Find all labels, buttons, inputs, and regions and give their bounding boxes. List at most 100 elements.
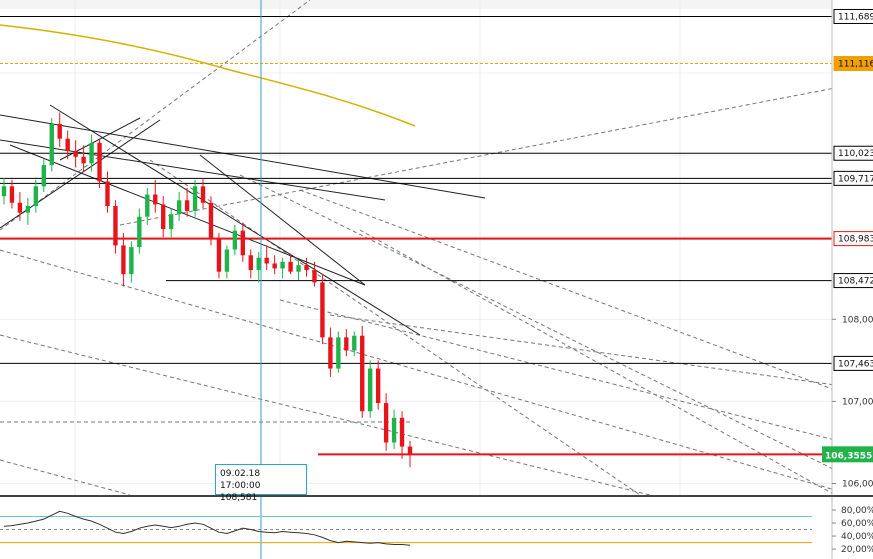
level-price-label: 110,023	[838, 149, 873, 159]
level-price-tag	[833, 145, 873, 161]
level-price-tag	[833, 8, 873, 24]
bullish-candle	[391, 417, 397, 443]
bearish-candle	[73, 151, 78, 157]
osc-tick-label: 80,00%	[841, 506, 873, 516]
last-price-tag	[822, 446, 873, 463]
bullish-candle	[232, 230, 238, 250]
bearish-candle	[272, 263, 277, 269]
dashed-trendline	[119, 87, 836, 226]
solid-trendline	[0, 139, 386, 201]
level-price-tag	[833, 170, 873, 186]
solid-trendline	[199, 154, 366, 286]
bearish-candle	[360, 335, 365, 412]
bearish-candle	[240, 230, 246, 256]
candlestick-series	[1, 112, 413, 468]
bullish-candle	[129, 247, 134, 275]
dashed-trendline	[279, 299, 836, 441]
dashed-trendline	[0, 334, 651, 496]
level-price-label: 108,983	[838, 235, 873, 245]
bearish-candle	[288, 261, 293, 272]
bearish-candle	[312, 270, 317, 283]
bearish-candle	[161, 204, 166, 230]
bearish-candle	[344, 337, 349, 351]
moving-average	[0, 24, 416, 127]
bearish-candle	[113, 206, 118, 246]
axis-background	[832, 0, 873, 495]
bullish-candle	[368, 368, 373, 412]
bearish-candle	[399, 417, 405, 447]
bullish-candle	[33, 186, 39, 207]
dashed-trendline	[329, 314, 836, 386]
bullish-candle	[296, 265, 301, 272]
bearish-candle	[97, 142, 102, 182]
bullish-candle	[336, 337, 341, 369]
y-tick-label: 107,000	[842, 397, 873, 407]
level-price-label: 107,463	[838, 359, 873, 369]
bullish-candle	[49, 123, 54, 165]
bullish-candle	[168, 214, 174, 230]
level-price-label: 111,116	[838, 60, 873, 70]
dashed-trendline	[0, 0, 311, 231]
y-tick-label: 106,000	[842, 480, 873, 490]
bearish-candle	[328, 337, 333, 369]
level-price-tag	[833, 231, 873, 247]
level-price-label: 111,689	[838, 12, 873, 22]
bullish-candle	[137, 216, 142, 248]
dashed-trendline	[0, 459, 131, 496]
crosshair-price: 108,581	[220, 493, 258, 503]
bullish-candle	[1, 186, 7, 197]
dashed-trendline	[0, 249, 836, 491]
last-price-label: 106,3555	[825, 451, 872, 461]
level-price-tag	[833, 56, 873, 72]
bearish-candle	[375, 368, 381, 404]
y-tick-label: 108,000	[842, 315, 873, 325]
level-price-label: 108,472	[838, 277, 873, 287]
osc-tick-label: 20,00%	[841, 545, 873, 555]
osc-tick-label: 60,00%	[841, 519, 873, 529]
bullish-candle	[352, 335, 357, 351]
bullish-candle	[41, 164, 46, 187]
dashed-trendline	[299, 189, 836, 391]
bearish-candle	[57, 123, 62, 139]
bullish-candle	[25, 206, 31, 213]
oscillator-panel: 80,00% 60,00% 40,00% 20,00%	[0, 495, 873, 555]
horizontal-grid	[0, 72, 832, 485]
crosshair-tooltip: 09.02.18 17:00:00 108,581	[215, 464, 307, 503]
bullish-candle	[176, 200, 182, 215]
solid-trendline	[49, 104, 421, 336]
bearish-candle	[248, 255, 253, 271]
bullish-candle	[256, 257, 261, 271]
bearish-candle	[383, 403, 389, 443]
dashed-trendline	[149, 159, 641, 496]
trendline-drawings	[0, 0, 836, 496]
bearish-candle	[407, 446, 413, 455]
level-price-tag	[833, 355, 873, 371]
vertical-grid	[74, 0, 681, 495]
price-axis: 106,000 107,000 108,000 111,689 111,116 110,0…	[822, 0, 873, 559]
bearish-candle	[121, 245, 126, 275]
level-price-label: 109,717	[838, 174, 873, 184]
bearish-candle	[105, 181, 110, 207]
bearish-candle	[65, 138, 70, 152]
moving-average-line	[0, 24, 416, 127]
bearish-candle	[208, 202, 214, 239]
time-axis-strip	[0, 0, 873, 9]
bearish-candle	[304, 265, 309, 271]
solid-trendline	[0, 114, 486, 199]
bearish-candle	[153, 194, 158, 205]
bullish-candle	[192, 186, 198, 211]
osc-tick-label: 40,00%	[841, 532, 873, 542]
bearish-candle	[184, 200, 190, 211]
bearish-candle	[17, 202, 23, 213]
bearish-candle	[81, 156, 86, 164]
solid-trendline	[0, 119, 161, 229]
bearish-candle	[320, 282, 325, 338]
dashed-trendline	[239, 174, 836, 471]
bullish-candle	[145, 194, 150, 217]
oscillator-line	[3, 510, 411, 546]
bearish-candle	[200, 186, 206, 203]
bearish-candle	[264, 257, 269, 264]
crosshair-date: 09.02.18 17:00:00	[220, 469, 261, 491]
